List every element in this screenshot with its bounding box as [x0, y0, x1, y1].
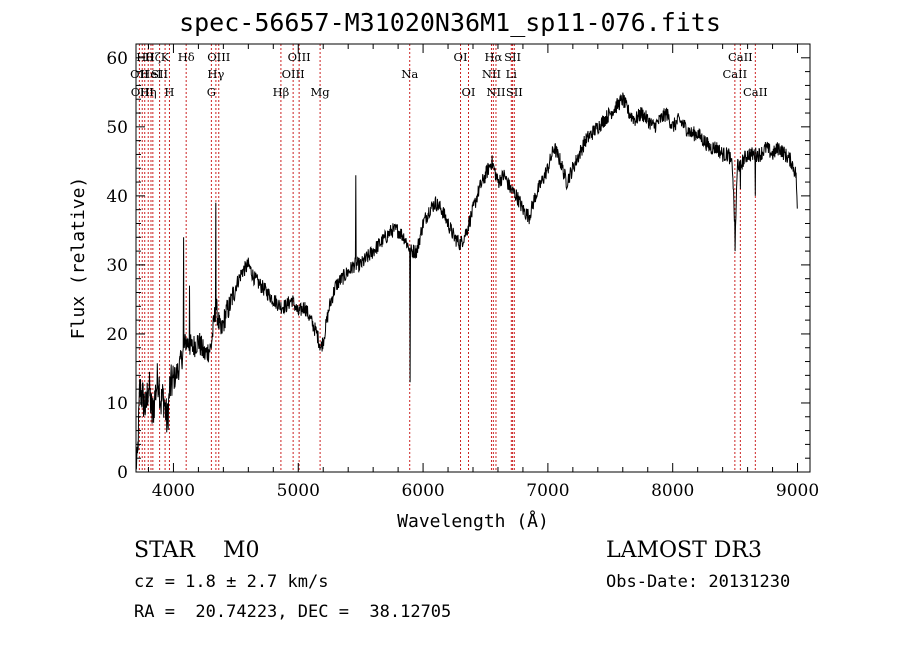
spectral-line-label: Hθ	[136, 50, 153, 64]
spectral-line-label: Hα	[484, 50, 502, 64]
spectral-line-label: Li	[506, 67, 518, 81]
y-tick-label: 60	[106, 49, 128, 69]
spectral-line-label: Na	[401, 67, 418, 81]
spectral-line-label: OIII	[131, 85, 154, 99]
y-tick-label: 50	[106, 118, 128, 138]
spectral-line-label: Hδ	[178, 50, 195, 64]
spectral-line-label: OII	[130, 67, 149, 81]
spectral-line-label: Hη	[140, 85, 157, 99]
ra-dec-coordinates: RA = 20.74223, DEC = 38.12705	[134, 602, 452, 622]
x-tick-label: 6000	[401, 481, 444, 501]
spectral-line-label: NII	[482, 67, 501, 81]
x-tick-label: 9000	[776, 481, 819, 501]
survey-label: LAMOST DR3	[606, 538, 762, 563]
spectral-line-label: G	[207, 85, 216, 99]
object-class: STAR M0	[134, 538, 260, 563]
spectral-line-label: Hζ	[145, 50, 161, 64]
x-tick-label: 5000	[277, 481, 320, 501]
spectral-line-label: OI	[462, 85, 476, 99]
spectral-line-label: OIII	[282, 67, 305, 81]
spectral-line-label: OIII	[288, 50, 311, 64]
spectral-line-label: CaII	[743, 85, 768, 99]
plot-frame	[135, 43, 811, 473]
y-axis-label: Flux (relative)	[68, 177, 89, 340]
spectral-line-label: K	[161, 50, 170, 64]
redshift-cz: cz = 1.8 ± 2.7 km/s	[134, 572, 329, 592]
y-tick-label: 40	[106, 187, 128, 207]
class-label: STAR	[134, 538, 195, 563]
spectral-line-label: NII	[486, 85, 505, 99]
spectral-line-label: OIII	[207, 50, 230, 64]
spectral-line-label: SII	[151, 67, 168, 81]
x-tick-label: 7000	[526, 481, 569, 501]
spectral-line-label: CaII	[722, 67, 747, 81]
spectral-line-label: HeI	[140, 67, 161, 81]
y-tick-label: 0	[117, 463, 128, 483]
spectral-line-label: CaII	[728, 50, 753, 64]
spectral-line-label: Hγ	[207, 67, 224, 81]
y-tick-label: 20	[106, 325, 128, 345]
spectral-line-label: SII	[506, 85, 523, 99]
chart-title: spec-56657-M31020N36M1_sp11-076.fits	[179, 8, 721, 37]
spectrum-line	[135, 92, 798, 470]
spectral-line-label: Hβ	[273, 85, 290, 99]
x-axis-label: Wavelength (Å)	[397, 510, 549, 532]
x-tick-label: 8000	[651, 481, 694, 501]
y-tick-label: 10	[106, 394, 128, 414]
spectral-line-label: H	[164, 85, 174, 99]
spectral-line-label: Mg	[311, 85, 331, 99]
spectral-line-label: OI	[454, 50, 468, 64]
observation-date: Obs-Date: 20131230	[606, 572, 791, 592]
x-tick-label: 4000	[152, 481, 195, 501]
spectral-line-label: SII	[504, 50, 521, 64]
y-tick-label: 30	[106, 256, 128, 276]
subclass-label: M0	[222, 538, 260, 563]
